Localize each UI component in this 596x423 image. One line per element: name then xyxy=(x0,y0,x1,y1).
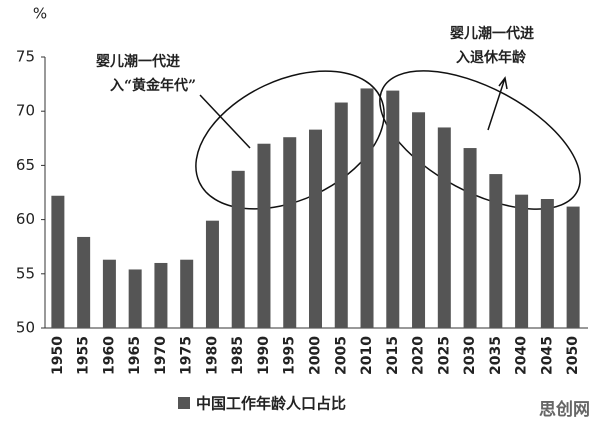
x-tick-label: 1965 xyxy=(127,336,143,375)
annotation: 婴儿潮一代进 xyxy=(450,25,534,42)
x-tick-label: 2030 xyxy=(462,336,478,375)
bar xyxy=(334,102,348,328)
x-tick-label: 1980 xyxy=(204,336,220,375)
y-tick-label: 65 xyxy=(16,156,35,174)
bar xyxy=(102,259,116,328)
bar xyxy=(566,206,580,328)
annotation: 入退休年龄 xyxy=(456,49,527,66)
bar xyxy=(205,220,219,328)
legend-swatch xyxy=(178,397,190,409)
y-tick-label: 50 xyxy=(16,319,35,337)
unit-label: % xyxy=(33,5,47,23)
x-tick-label: 1990 xyxy=(256,336,272,375)
bar xyxy=(437,127,451,329)
x-tick-label: 2010 xyxy=(359,336,375,375)
bar xyxy=(489,174,503,328)
y-tick-label: 70 xyxy=(16,102,35,120)
bar xyxy=(257,143,271,328)
x-tick-label: 2025 xyxy=(436,336,452,375)
bar xyxy=(540,199,554,328)
bar xyxy=(386,90,400,328)
bar xyxy=(515,194,529,328)
y-tick-label: 75 xyxy=(16,48,35,66)
x-tick-label: 2040 xyxy=(514,336,530,375)
bar xyxy=(154,262,168,328)
legend-label: 中国工作年龄人口占比 xyxy=(196,395,346,413)
bar xyxy=(463,148,477,328)
y-tick-label: 55 xyxy=(16,264,35,282)
x-tick-label: 1985 xyxy=(230,336,246,375)
annotation: 婴儿潮一代进 xyxy=(96,53,180,70)
bar xyxy=(231,170,245,328)
bar xyxy=(412,112,426,328)
x-tick-label: 1970 xyxy=(153,336,169,375)
y-tick-label: 60 xyxy=(16,210,35,228)
x-tick-label: 1995 xyxy=(282,336,298,375)
x-tick-label: 2045 xyxy=(539,336,555,375)
watermark: 思创网 xyxy=(539,399,590,420)
x-tick-label: 2015 xyxy=(385,336,401,375)
bar xyxy=(128,269,142,328)
bar xyxy=(180,259,194,328)
x-tick-label: 1975 xyxy=(179,336,195,375)
x-tick-label: 2050 xyxy=(565,336,581,375)
bar xyxy=(283,137,297,328)
annotation: 入“黄金年代” xyxy=(110,77,196,94)
bar xyxy=(77,236,91,328)
x-tick-label: 2035 xyxy=(488,336,504,375)
x-tick-label: 1955 xyxy=(76,336,92,375)
x-tick-label: 2005 xyxy=(333,336,349,375)
bar xyxy=(51,195,65,328)
bar xyxy=(360,88,374,328)
x-tick-label: 2020 xyxy=(411,336,427,375)
bar xyxy=(309,129,322,328)
x-tick-label: 1950 xyxy=(50,336,66,375)
x-tick-label: 2000 xyxy=(308,336,324,375)
x-tick-label: 1960 xyxy=(101,336,117,375)
